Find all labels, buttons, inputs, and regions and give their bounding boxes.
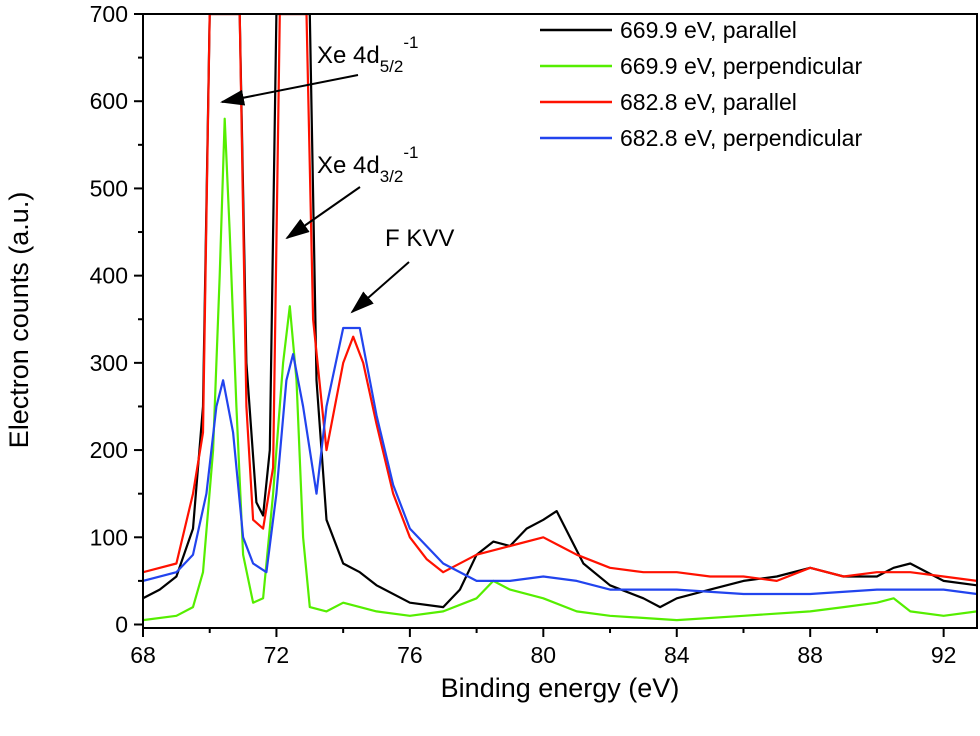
series-layer xyxy=(143,14,977,622)
x-tick-label: 84 xyxy=(664,642,690,668)
legend-label: 669.9 eV, perpendicular xyxy=(620,53,862,79)
legend-item: 682.8 eV, perpendicular xyxy=(540,125,862,151)
y-tick-label: 600 xyxy=(90,88,128,114)
annotation-f-kvv: F KVV xyxy=(350,225,454,314)
svg-text:Xe 4d5/2-1: Xe 4d5/2 -1 xyxy=(317,33,418,76)
y-tick-label: 0 xyxy=(115,612,128,638)
annotation-xe-4d32: Xe 4d3/2 -1 xyxy=(285,143,418,240)
legend-label: 669.9 eV, parallel xyxy=(620,17,797,43)
x-tick-label: 72 xyxy=(264,642,290,668)
legend-label: 682.8 eV, perpendicular xyxy=(620,125,862,151)
y-tick-label: 700 xyxy=(90,1,128,27)
legend-label: 682.8 eV, parallel xyxy=(620,89,797,115)
annotation-xe-4d52: Xe 4d5/2 -1 xyxy=(220,33,418,106)
x-axis-label: Binding energy (eV) xyxy=(441,673,680,703)
annotation-superscript: -1 xyxy=(403,33,418,52)
y-tick-label: 100 xyxy=(90,524,128,550)
annotation-subscript: 5/2 xyxy=(380,57,404,76)
annotation-subscript: 3/2 xyxy=(380,167,404,186)
x-tick-label: 76 xyxy=(397,642,423,668)
legend-item: 669.9 eV, perpendicular xyxy=(540,53,862,79)
y-tick-label: 300 xyxy=(90,350,128,376)
plot-frame xyxy=(142,13,978,629)
annotation-text: Xe 4d xyxy=(317,42,380,69)
y-tick-label: 200 xyxy=(90,437,128,463)
annotation-arrow xyxy=(285,186,361,240)
series-line-2 xyxy=(143,14,977,582)
series-line-1 xyxy=(143,117,977,622)
legend: 669.9 eV, parallel 669.9 eV, perpendicula… xyxy=(540,17,862,151)
annotation-text: F KVV xyxy=(385,225,454,252)
legend-item: 682.8 eV, parallel xyxy=(540,89,797,115)
x-tick-label: 68 xyxy=(130,642,156,668)
annotation-text: Xe 4d xyxy=(317,152,380,179)
annotation-superscript: -1 xyxy=(403,143,418,162)
x-tick-label: 92 xyxy=(931,642,957,668)
ticks-layer: 68 72 76 80 84 88 92 0 100 200 300 400 500 600 700 xyxy=(90,1,957,668)
annotation-arrow xyxy=(350,261,410,314)
y-axis-label: Electron counts (a.u.) xyxy=(4,192,34,449)
x-tick-label: 88 xyxy=(797,642,823,668)
series-line-3 xyxy=(143,326,977,596)
svg-text:Xe 4d3/2-1: Xe 4d3/2 -1 xyxy=(317,143,418,186)
legend-item: 669.9 eV, parallel xyxy=(540,17,797,43)
x-tick-label: 80 xyxy=(531,642,557,668)
y-tick-label: 500 xyxy=(90,175,128,201)
annotation-arrow xyxy=(220,74,359,106)
y-tick-label: 400 xyxy=(90,263,128,289)
